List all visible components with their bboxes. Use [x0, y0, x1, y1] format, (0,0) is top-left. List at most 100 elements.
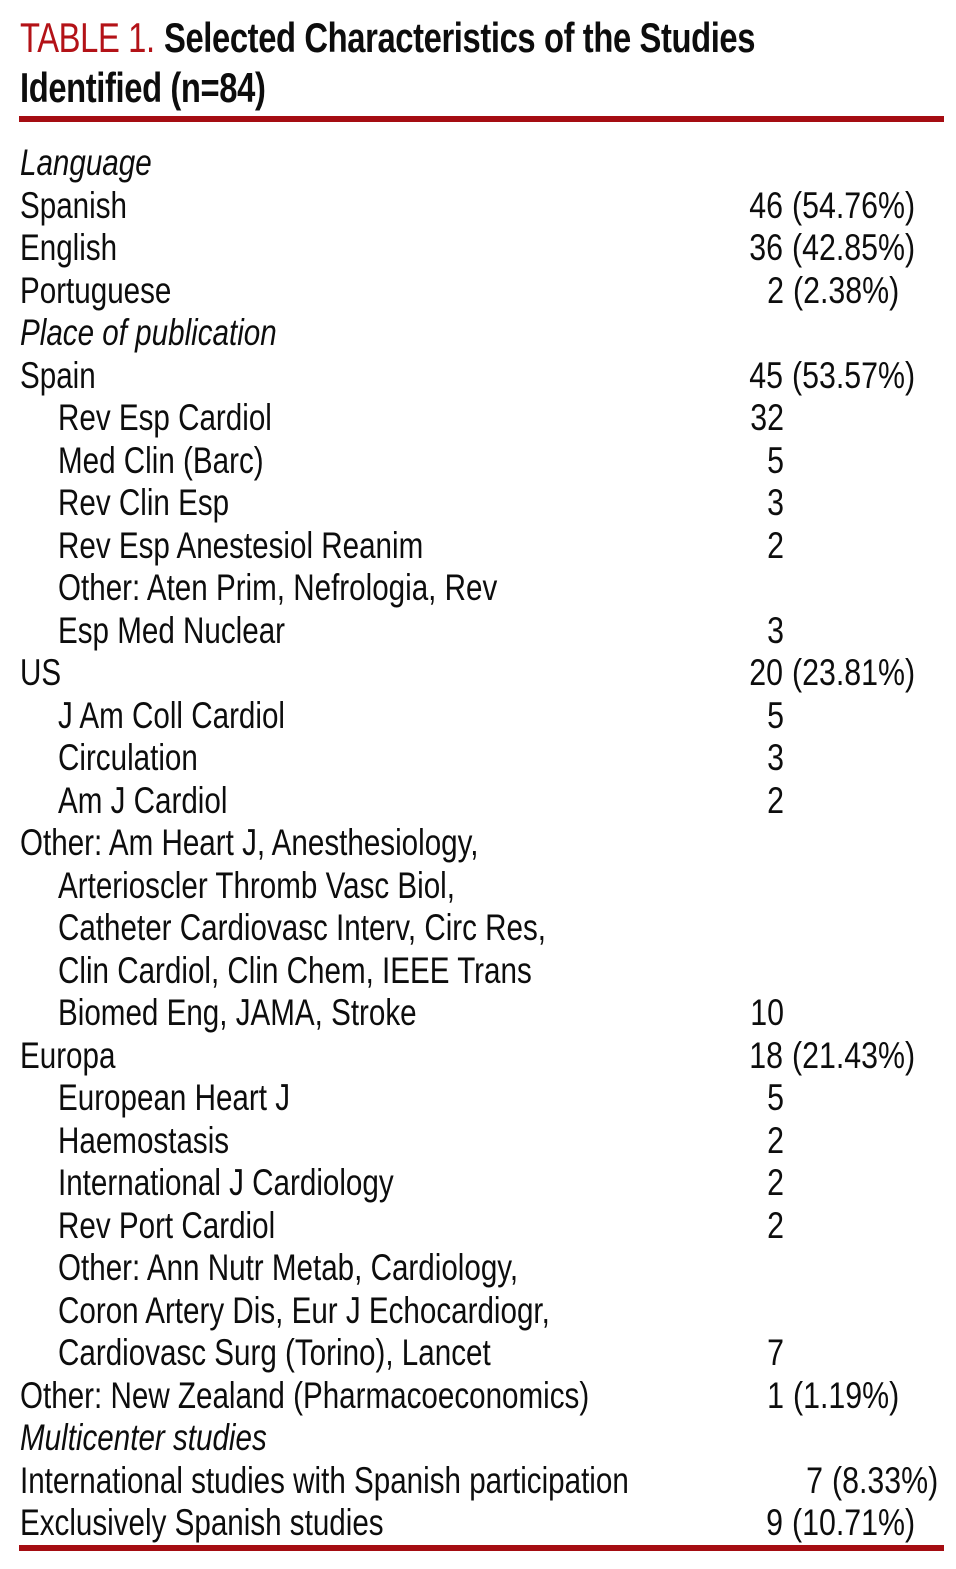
table-row: Biomed Eng, JAMA, Stroke 10	[20, 992, 942, 1035]
table-row: Rev Port Cardiol 2	[20, 1205, 942, 1248]
row-label: Spanish	[20, 184, 127, 226]
row-count: 5	[767, 439, 784, 481]
row-label: Other: Ann Nutr Metab, Cardiology,	[58, 1247, 519, 1288]
row-label: Other: Aten Prim, Nefrologia, Rev	[58, 567, 498, 608]
row-value: 5	[742, 695, 942, 738]
row-label: International J Cardiology	[58, 1162, 394, 1203]
row-value: 3	[742, 610, 942, 653]
table-row: Rev Clin Esp 3	[20, 482, 942, 525]
row-count: 1	[767, 1374, 784, 1416]
row-label: European Heart J	[58, 1077, 291, 1118]
row-percent: (8.33%)	[832, 1459, 939, 1501]
row-value: 45 (53.57%)	[741, 355, 942, 398]
row-percent: (53.57%)	[791, 354, 915, 396]
row-value: 10	[742, 992, 942, 1035]
table-row: International studies with Spanish parti…	[20, 1460, 942, 1503]
row-count: 18	[749, 1034, 783, 1076]
top-rule-divider	[19, 116, 944, 122]
table-row: Coron Artery Dis, Eur J Echocardiogr,	[20, 1290, 942, 1333]
row-count: 2	[767, 269, 784, 311]
table-row: Other: Am Heart J, Anesthesiology,	[20, 822, 942, 865]
row-percent: (42.85%)	[791, 227, 915, 268]
table-row: Spanish 46 (54.76%)	[20, 185, 942, 228]
row-label: US	[20, 652, 62, 693]
row-label: International studies with Spanish parti…	[20, 1459, 629, 1501]
table-row: Portuguese 2 (2.38%)	[20, 270, 942, 313]
row-label: Rev Esp Cardiol	[58, 397, 272, 438]
row-label: Catheter Cardiovasc Interv, Circ Res,	[58, 907, 547, 948]
row-count: 7	[767, 1332, 784, 1373]
row-count: 36	[749, 227, 783, 268]
table-row: Catheter Cardiovasc Interv, Circ Res,	[20, 907, 942, 950]
row-count: 10	[750, 992, 784, 1033]
table-row: Circulation 3	[20, 737, 942, 780]
row-count: 45	[749, 354, 783, 396]
row-count: 9	[765, 1502, 783, 1543]
row-label: English	[20, 227, 118, 268]
table-row: Other: Aten Prim, Nefrologia, Rev	[20, 567, 942, 610]
table-row: Other: New Zealand (Pharmacoeconomics) 1(…	[20, 1375, 942, 1418]
row-value: 1 (1.19%)	[742, 1375, 942, 1418]
table-row: English 36 (42.85%)	[20, 227, 942, 270]
row-value: 2	[742, 525, 942, 568]
row-value: 2 (2.38%)	[742, 270, 942, 313]
row-value: 46 (54.76%)	[741, 185, 942, 228]
table-row: J Am Coll Cardiol 5	[20, 695, 942, 738]
table-row: Am J Cardiol 2	[20, 780, 942, 823]
row-label: J Am Coll Cardiol	[58, 694, 286, 736]
row-value: 3	[742, 737, 942, 780]
row-count: 20	[749, 652, 783, 693]
row-percent: (23.81%)	[791, 652, 915, 693]
row-value: 36 (42.85%)	[741, 227, 942, 270]
table-caption: TABLE 1. Selected Characteristics of the …	[0, 0, 956, 113]
table-row: Spain 45 (53.57%)	[20, 355, 942, 398]
row-count: 3	[767, 609, 784, 651]
table-row: Other: Ann Nutr Metab, Cardiology,	[20, 1247, 942, 1290]
row-value: 7 (8.33%)	[781, 1460, 956, 1503]
row-label: Rev Esp Anestesiol Reanim	[58, 524, 424, 566]
row-count: 3	[767, 482, 784, 523]
row-label: Multicenter studies	[20, 1417, 267, 1458]
table-title-text: Selected Characteristics of the Studies	[164, 14, 756, 61]
table-row: Rev Esp Anestesiol Reanim 2	[20, 525, 942, 568]
table-row: US 20 (23.81%)	[20, 652, 942, 695]
row-label: Place of publication	[20, 312, 277, 353]
row-percent: (21.43%)	[791, 1034, 915, 1076]
row-label: Europa	[20, 1034, 116, 1076]
table-row: Rev Esp Cardiol 32	[20, 397, 942, 440]
table-row: Multicenter studies	[20, 1417, 942, 1460]
row-count: 32	[750, 397, 784, 438]
table-title-line1: TABLE 1. Selected Characteristics of the …	[20, 13, 755, 63]
row-count: 5	[767, 1077, 784, 1118]
row-value: 20 (23.81%)	[741, 652, 942, 695]
row-percent: (10.71%)	[791, 1502, 915, 1543]
row-label: Clin Cardiol, Clin Chem, IEEE Trans	[58, 949, 532, 991]
row-value: 2	[742, 1205, 942, 1248]
row-count: 2	[767, 779, 784, 821]
table-number-label: TABLE 1.	[20, 14, 155, 61]
row-value: 18 (21.43%)	[741, 1035, 942, 1078]
row-count: 2	[767, 524, 784, 566]
row-count: 3	[767, 737, 784, 778]
bottom-rule-divider	[19, 1544, 944, 1551]
table-row: Esp Med Nuclear 3	[20, 610, 942, 653]
row-label: Esp Med Nuclear	[58, 609, 286, 651]
table-row: Haemostasis 2	[20, 1120, 942, 1163]
table-row: Place of publication	[20, 312, 942, 355]
row-label: Rev Clin Esp	[58, 482, 230, 523]
table-rows: Language Spanish 46 (54.76%) English 36 (42.85…	[0, 122, 956, 1545]
row-count: 2	[767, 1162, 784, 1203]
table-row: Clin Cardiol, Clin Chem, IEEE Trans	[20, 950, 942, 993]
row-label: Circulation	[58, 737, 198, 778]
table-row: Language	[20, 142, 942, 185]
row-label: Language	[20, 142, 152, 183]
row-label: Am J Cardiol	[58, 779, 228, 821]
row-label: Rev Port Cardiol	[58, 1204, 276, 1246]
table-title-line2: Identified (n=84)	[20, 64, 266, 111]
row-value: 2	[742, 1120, 942, 1163]
row-percent: (2.38%)	[793, 269, 900, 311]
table-row: Exclusively Spanish studies 9 (10.71%)	[20, 1502, 942, 1545]
row-count: 2	[767, 1119, 784, 1161]
row-value: 9 (10.71%)	[741, 1502, 942, 1545]
